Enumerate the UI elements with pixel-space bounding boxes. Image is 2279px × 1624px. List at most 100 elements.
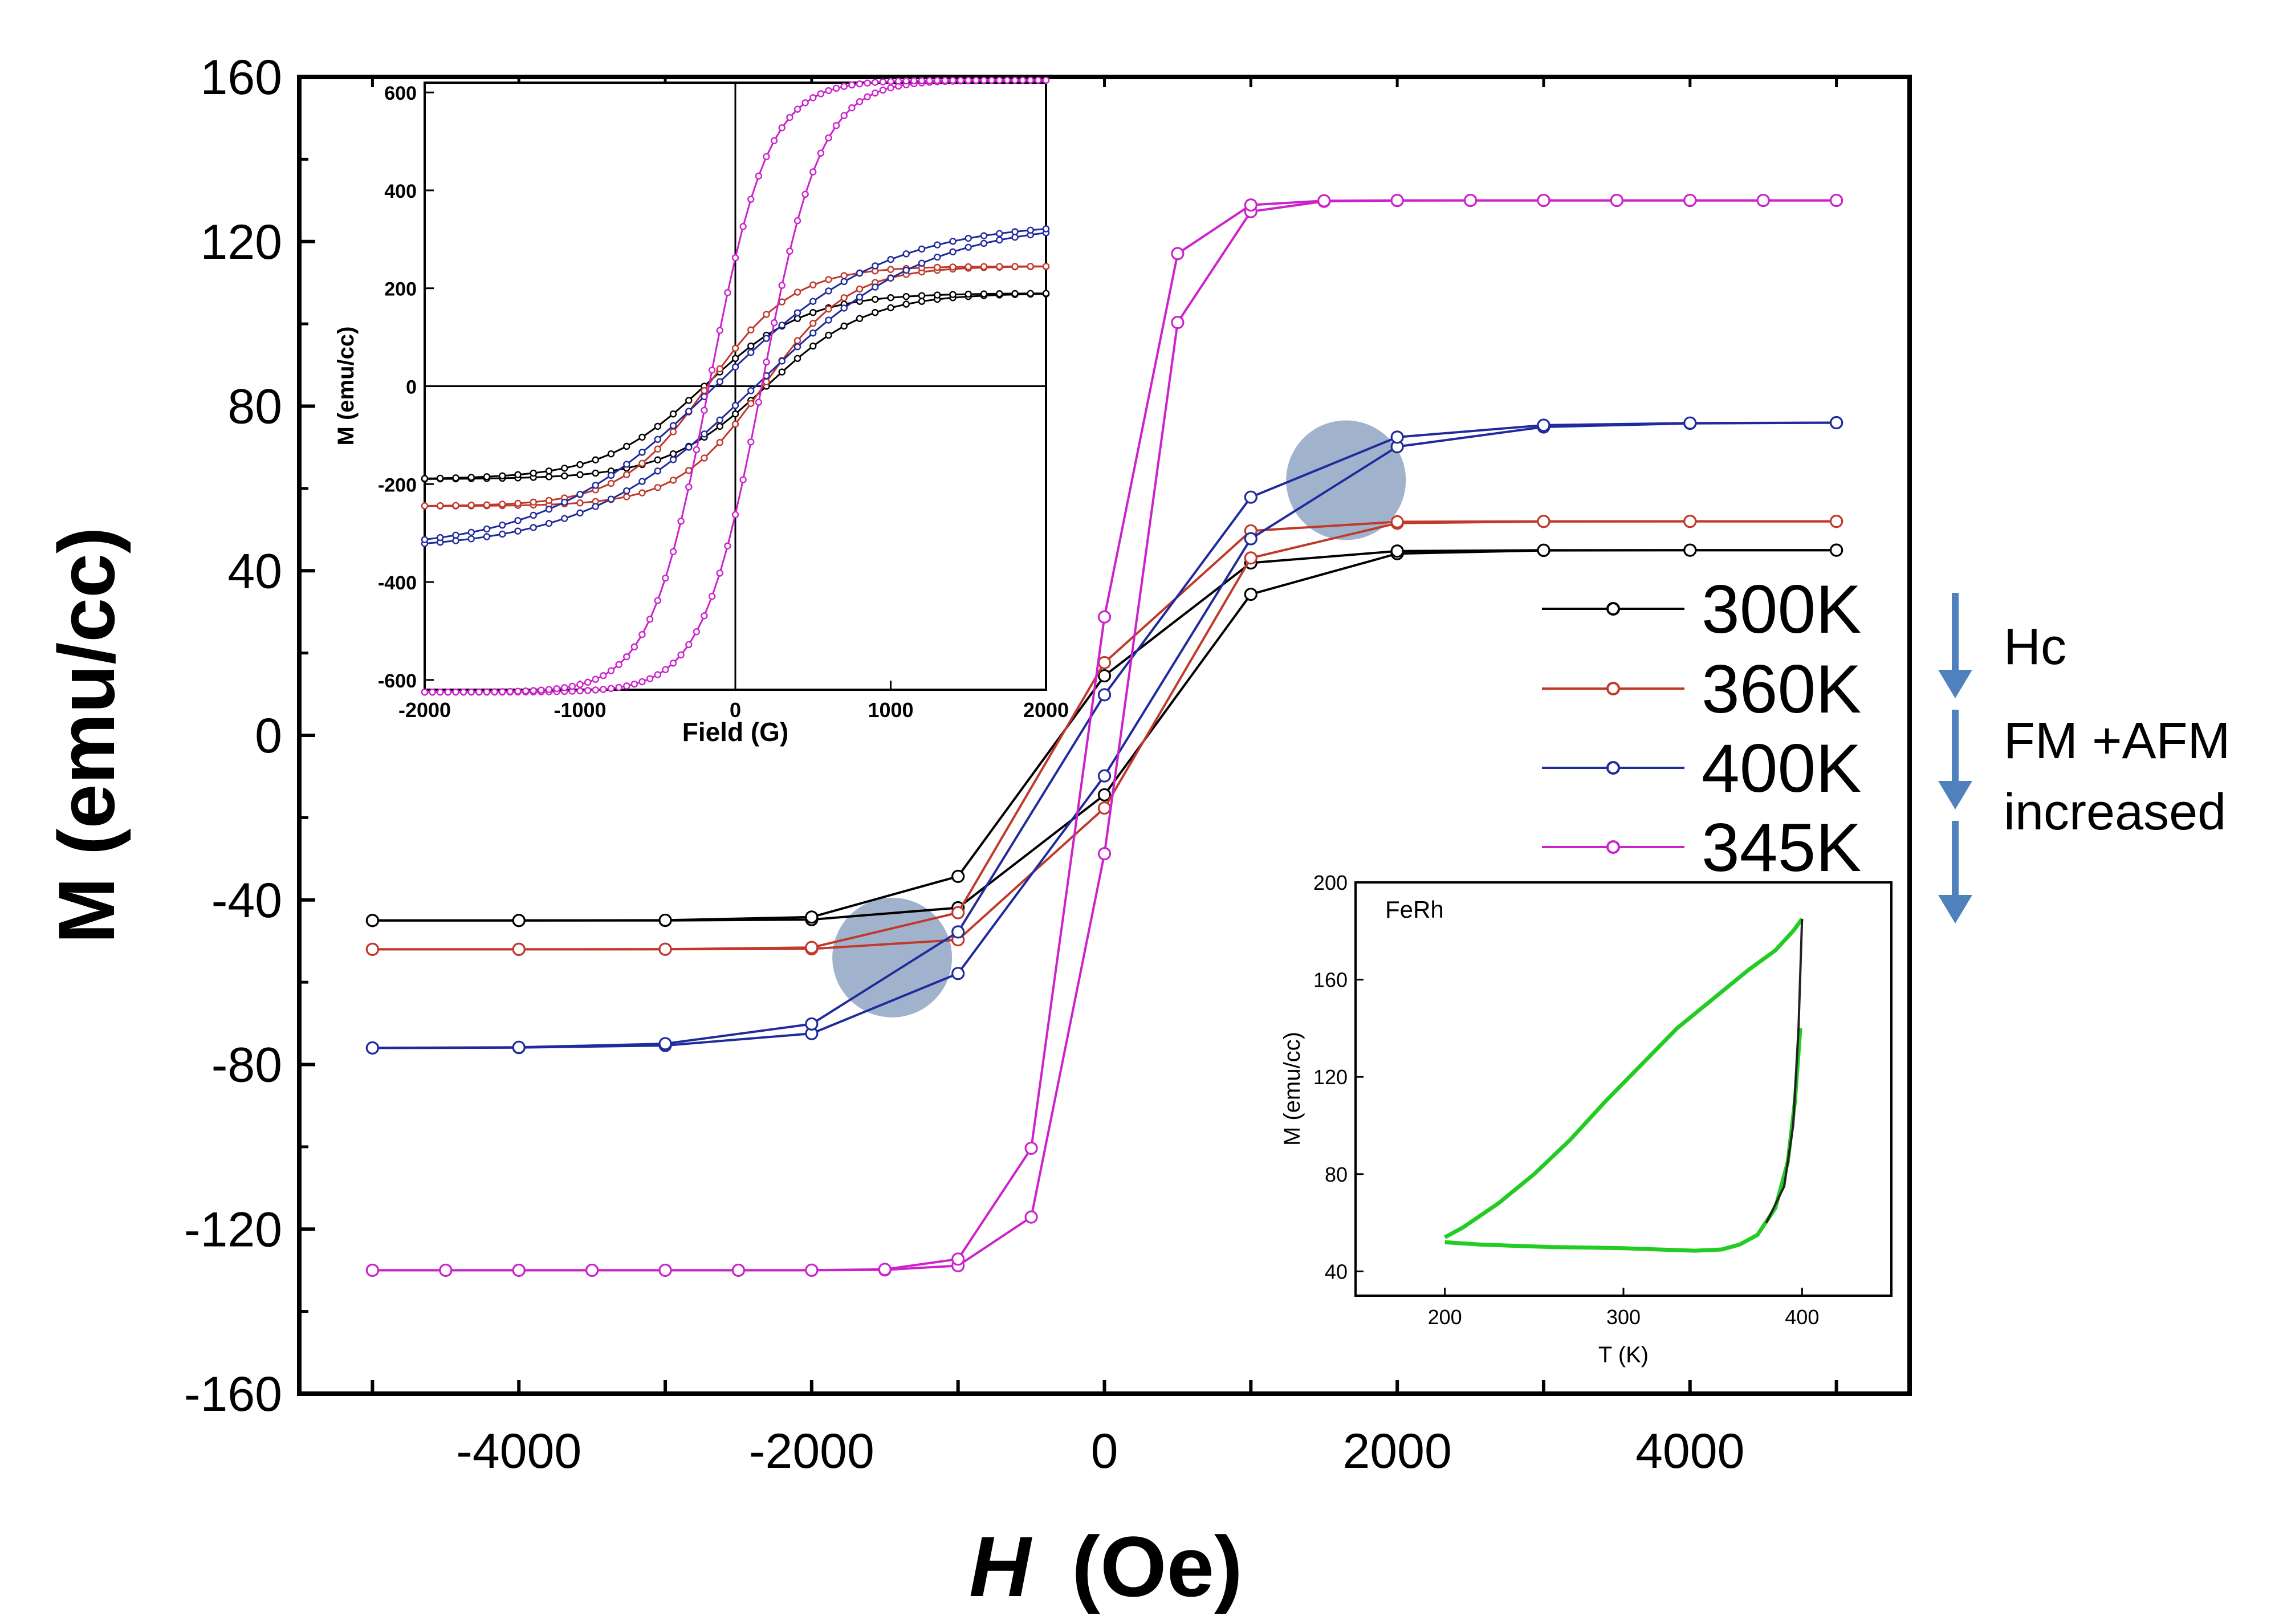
inset-loops-blue-ascending-point — [701, 430, 708, 438]
inset-ferh-y-tick-label: 120 — [1313, 1065, 1348, 1089]
inset-loops-magenta-descending-point — [934, 76, 941, 84]
inset-loops-black-descending-point — [902, 292, 910, 300]
inset-loops-red-descending-point — [607, 479, 615, 487]
inset-loops-red-ascending-point — [825, 305, 832, 313]
down-arrow-icon — [1938, 710, 1972, 809]
inset-ferh-ticks: 40 80 120 160 200 200 300 400 — [1313, 871, 1819, 1329]
inset-loops-magenta-descending-point — [561, 684, 568, 691]
inset-loops-red-ascending-point — [716, 439, 723, 446]
inset-loops-magenta-descending-point — [817, 90, 825, 97]
inset-loops-magenta-descending-point — [654, 597, 661, 604]
series-400K-descending-point — [1683, 416, 1697, 430]
series-345K-ascending-point — [1171, 316, 1185, 329]
inset-loops-magenta-ascending-point — [576, 687, 584, 695]
inset-loops-red-descending-point — [638, 459, 646, 467]
inset-loops-black-descending-point — [607, 450, 615, 458]
inset-loops-magenta-ascending-point — [716, 569, 723, 577]
inset-loops-black-descending-point — [934, 291, 941, 299]
inset-loops-magenta-descending-point — [475, 688, 483, 696]
series-300K-descending-point — [1390, 544, 1404, 558]
series-360K-descending-point — [1390, 515, 1404, 529]
main-y-tick-label: 120 — [201, 215, 283, 270]
series-400K-ascending-point — [1097, 769, 1112, 783]
inset-loops-red-descending-point — [452, 502, 459, 509]
inset-loops-blue-descending-point — [607, 471, 615, 479]
inset-loops-magenta-descending-point — [421, 689, 429, 696]
main-x-tick-label: 4000 — [1635, 1424, 1744, 1479]
main-y-ticks: -160 -120 -80 -40 0 40 80 120 160 — [184, 50, 315, 1422]
inset-loops-blue-descending-point — [949, 238, 957, 245]
inset-loops-black-descending-point — [669, 410, 677, 418]
series-400K-descending-point — [512, 1040, 526, 1054]
inset-loops-red-descending-point — [731, 344, 739, 352]
main-x-tick-label: -2000 — [749, 1424, 874, 1479]
inset-loops-red-descending-point — [887, 266, 894, 273]
inset-loops-magenta-descending-point — [763, 153, 770, 160]
inset-loops-magenta-descending-point — [592, 675, 599, 683]
inset-loops-black-descending-point — [421, 475, 429, 482]
inset-loops-blue-descending-point — [840, 278, 848, 286]
series-300K-descending-point — [1829, 543, 1843, 557]
inset-loops-magenta-descending-point — [778, 124, 786, 132]
main-x-tick-label: 0 — [1091, 1424, 1118, 1479]
inset-loops-black-descending-point — [561, 465, 568, 472]
inset-loops-magenta-descending-point — [879, 78, 887, 86]
series-345K — [365, 193, 1843, 1277]
inset-loops-magenta-ascending-point — [770, 319, 778, 327]
inset-loops-black-ascending-point — [872, 309, 879, 316]
inset-loops-black-ascending-point — [809, 342, 817, 350]
series-400K — [365, 416, 1843, 1055]
series-400K-ascending-point — [1244, 532, 1257, 546]
inset-loops-series-magenta — [421, 76, 1050, 696]
inset-loops-blue-ascending-point — [514, 527, 522, 535]
inset-loops-magenta-ascending-point — [669, 660, 677, 667]
inset-loops-magenta-ascending-point — [786, 247, 793, 255]
inset-loops-red-descending-point — [778, 298, 786, 306]
inset-loops-magenta-descending-point — [832, 84, 840, 92]
inset-loops-black-ascending-point — [716, 422, 723, 430]
series-345K-descending-point — [1317, 194, 1331, 207]
series-300K-descending-point — [951, 869, 965, 883]
series-400K-descending-point — [1537, 418, 1550, 432]
inset-loops-magenta-ascending-point — [809, 168, 817, 176]
inset-loops-magenta-descending-point — [964, 76, 972, 84]
inset-loops-blue-descending-point — [592, 482, 599, 489]
inset-loops-blue-ascending-point — [902, 266, 910, 274]
inset-loops-y-label: M (emu/cc) — [333, 327, 359, 446]
inset-loops-magenta-ascending-point — [701, 612, 708, 620]
inset-loops-magenta-descending-point — [887, 78, 894, 86]
inset-loops-magenta-ascending-point — [887, 84, 894, 92]
inset-loops-blue-ascending-point — [669, 456, 677, 463]
inset-loops-red-descending-point — [825, 276, 832, 283]
inset-loops-x-tick-label: 0 — [730, 698, 741, 722]
inset-loops-blue-descending-point — [763, 335, 770, 342]
series-345K-descending-point — [439, 1263, 453, 1277]
series-400K-descending-point — [365, 1041, 380, 1055]
inset-loops-blue-ascending-point — [918, 259, 926, 267]
inset-loops-blue-descending-point — [1011, 228, 1019, 235]
inset-loops-magenta-descending-point — [615, 661, 622, 669]
inset-loops-magenta-ascending-point — [739, 476, 747, 483]
legend-label-360K: 360K — [1702, 651, 1861, 727]
series-360K-descending-point — [805, 941, 819, 954]
inset-loops-blue-descending-point — [654, 435, 661, 443]
inset-loops-blue-ascending-point — [793, 343, 801, 351]
inset-loops-red-descending-point — [669, 428, 677, 435]
inset-loops-blue-descending-point — [793, 309, 801, 316]
inset-loops-blue-ascending-point — [499, 530, 506, 538]
inset-loops-magenta-descending-point — [1003, 76, 1011, 84]
main-y-tick-label: -80 — [211, 1038, 282, 1093]
inset-loops-magenta-descending-point — [840, 83, 848, 90]
series-345K-descending-point — [658, 1263, 672, 1277]
inset-loops-y-tick-label: 600 — [384, 83, 417, 104]
inset-loops-series-red — [421, 263, 1050, 510]
inset-loops-magenta-descending-point — [1019, 76, 1027, 84]
inset-loops-magenta-descending-point — [545, 686, 553, 693]
series-345K-descending-point — [805, 1263, 819, 1277]
inset-loops-magenta-ascending-point — [801, 190, 809, 198]
main-x-axis-label-var: H — [969, 1519, 1032, 1614]
series-400K-descending-point — [1829, 416, 1843, 430]
inset-loops-red-ascending-point — [731, 420, 739, 428]
inset-loops-blue-ascending-point — [530, 524, 537, 531]
series-345K-descending-point — [1463, 193, 1478, 207]
